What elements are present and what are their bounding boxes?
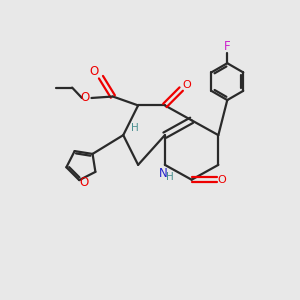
- Text: O: O: [90, 65, 99, 78]
- Text: O: O: [80, 91, 89, 104]
- Text: O: O: [218, 175, 226, 185]
- Text: O: O: [80, 176, 89, 189]
- Text: F: F: [224, 40, 231, 53]
- Text: N: N: [159, 167, 168, 180]
- Text: O: O: [182, 80, 191, 90]
- Text: H: H: [166, 172, 174, 182]
- Text: H: H: [131, 123, 138, 133]
